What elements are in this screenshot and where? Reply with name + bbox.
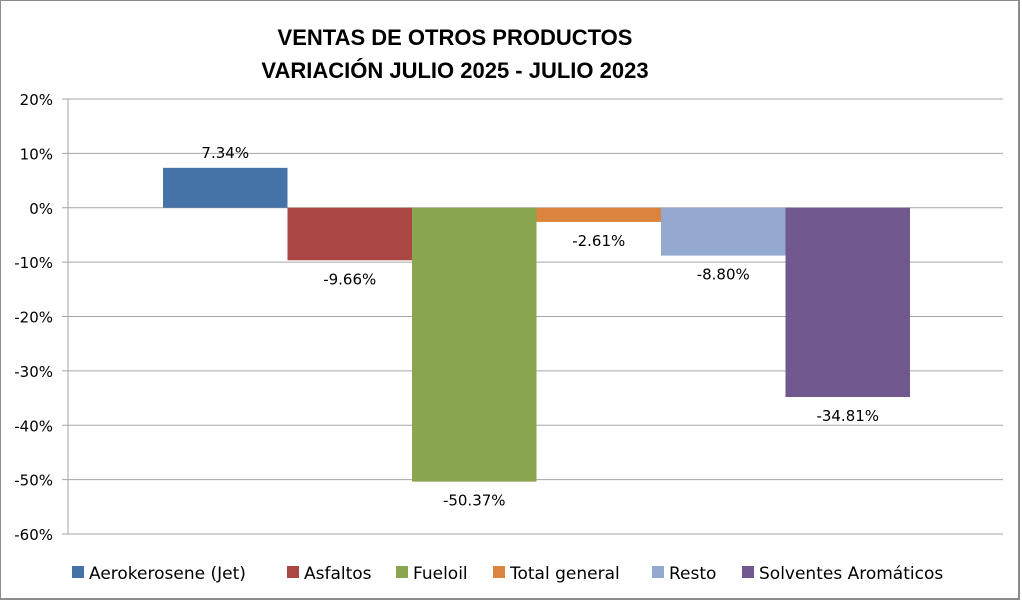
- bar-solventes-arom-ticos: [785, 207, 910, 398]
- legend-swatch: [652, 566, 664, 578]
- data-label: -9.66%: [323, 270, 376, 288]
- legend-label: Total general: [509, 564, 620, 584]
- y-tick-label: -40%: [14, 417, 53, 435]
- legend-swatch: [493, 566, 505, 578]
- y-tick-label: 20%: [20, 91, 53, 109]
- data-label: -50.37%: [443, 492, 506, 510]
- y-axis-ticks: -60% -50% -40% -30% -20% -10% 0% 10% 20%: [14, 91, 53, 544]
- data-label: -34.81%: [816, 407, 879, 425]
- legend: Aerokerosene (Jet) Asfaltos Fueloil Total g…: [72, 564, 943, 584]
- y-tick-label: -10%: [14, 254, 53, 272]
- y-tick-label: -60%: [14, 526, 53, 544]
- bar-total-general: [536, 207, 661, 222]
- legend-swatch: [72, 566, 84, 578]
- chart-subtitle: VARIACIÓN JULIO 2025 - JULIO 2023: [261, 58, 648, 83]
- data-label: 7.34%: [201, 144, 249, 162]
- legend-label: Asfaltos: [304, 564, 372, 584]
- y-tick-label: 0%: [29, 200, 53, 218]
- legend-label: Solventes Aromáticos: [759, 564, 943, 584]
- bar-resto: [661, 207, 786, 256]
- y-tick-label: -20%: [14, 309, 53, 327]
- data-label: -8.80%: [697, 266, 750, 284]
- chart-title: VENTAS DE OTROS PRODUCTOS: [278, 25, 633, 50]
- legend-label: Aerokerosene (Jet): [89, 564, 246, 584]
- bar-asfaltos: [287, 207, 412, 261]
- legend-swatch: [396, 566, 408, 578]
- y-tick-label: -50%: [14, 472, 53, 490]
- legend-swatch: [742, 566, 754, 578]
- legend-label: Fueloil: [413, 564, 468, 584]
- data-labels: 7.34% -9.66% -50.37% -2.61% -8.80% -34.81%: [201, 144, 879, 510]
- y-tick-label: 10%: [20, 145, 53, 163]
- legend-swatch: [287, 566, 299, 578]
- data-label: -2.61%: [572, 232, 625, 250]
- legend-label: Resto: [669, 564, 716, 584]
- bar-fueloil: [412, 207, 537, 482]
- y-tick-label: -30%: [14, 363, 53, 381]
- bars: [163, 167, 910, 482]
- bar-aerokerosene-jet-: [163, 167, 288, 208]
